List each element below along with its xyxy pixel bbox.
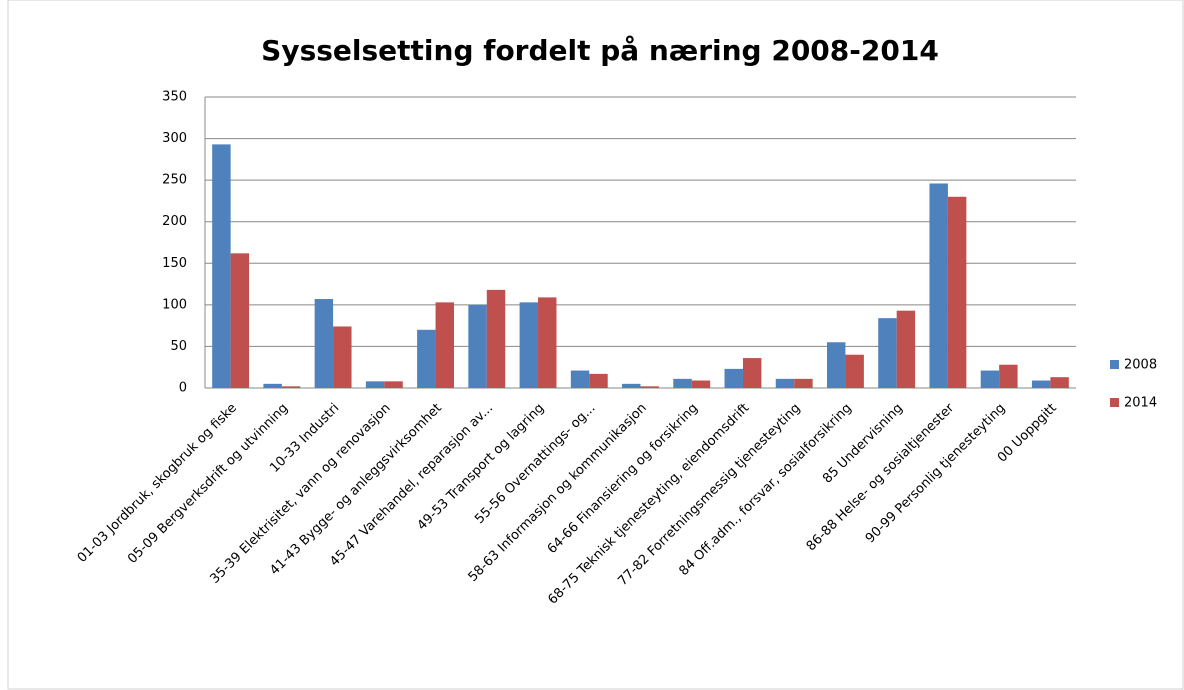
bar [263, 383, 282, 388]
bar [980, 370, 1000, 388]
legend-swatch [1110, 398, 1119, 407]
bar [878, 318, 897, 388]
bar [570, 370, 590, 388]
bar [1050, 377, 1069, 388]
legend-label: 2014 [1124, 396, 1157, 411]
y-tick-label: 100 [162, 297, 187, 312]
bar [365, 381, 385, 388]
y-tick-label: 200 [162, 214, 187, 229]
bar [468, 304, 487, 388]
y-tick-label: 350 [162, 90, 187, 105]
bar [947, 196, 967, 388]
bar [794, 378, 813, 388]
bar [622, 383, 641, 388]
chart-frame [7, 0, 1184, 690]
bar [435, 302, 455, 388]
bar [384, 381, 403, 388]
bar [999, 364, 1018, 388]
y-tick-label: 150 [162, 256, 187, 271]
bar [486, 289, 506, 388]
bar [673, 378, 692, 388]
bar [333, 326, 352, 388]
bar [724, 368, 743, 388]
bar [691, 380, 711, 388]
bar [538, 297, 557, 388]
bar [845, 354, 864, 388]
y-tick-label: 0 [179, 381, 187, 396]
bar [589, 373, 608, 388]
bar [640, 386, 659, 388]
y-tick-label: 300 [162, 131, 187, 146]
bar [929, 183, 948, 388]
y-tick-label: 250 [162, 173, 187, 188]
bar [417, 329, 436, 388]
bar [314, 299, 334, 388]
bar [212, 144, 231, 388]
bar [826, 342, 846, 388]
bar [230, 253, 250, 388]
y-tick-label: 50 [170, 339, 187, 354]
bar [281, 386, 301, 388]
bar [896, 310, 916, 388]
bar [742, 358, 762, 388]
bar [519, 302, 539, 388]
bar [775, 378, 795, 388]
chart-title: Sysselsetting fordelt på næring 2008-201… [261, 34, 939, 67]
bar [1031, 380, 1051, 388]
legend-label: 2008 [1124, 358, 1157, 373]
legend-swatch [1110, 360, 1119, 369]
